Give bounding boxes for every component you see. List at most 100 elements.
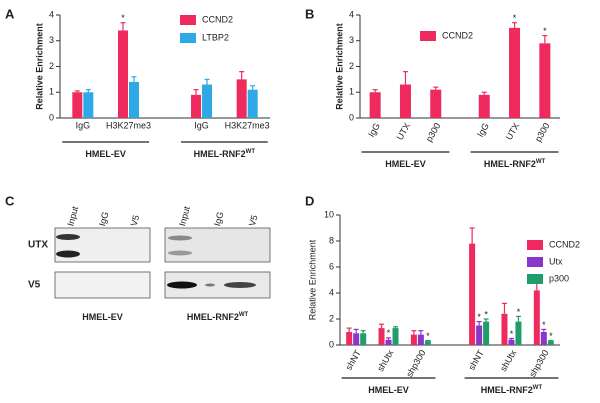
x-tick-label: shp300 [527, 348, 550, 379]
bar [83, 92, 94, 118]
y-tick-label: 8 [329, 235, 334, 245]
x-tick-label: shNT [466, 348, 486, 372]
group-sup: WT [536, 159, 546, 165]
y-tick-label: 2 [329, 313, 334, 323]
x-tick-label: UTX [504, 121, 522, 142]
y-tick-label: 1 [349, 87, 354, 97]
blot-frame [54, 271, 151, 299]
bar [353, 333, 360, 345]
group-label: HMEL-EV [385, 159, 426, 169]
lane-label: V5 [247, 214, 260, 227]
y-tick-label: 4 [349, 9, 354, 19]
band [224, 282, 256, 288]
significance-mark: * [510, 329, 514, 339]
legend-label: p300 [549, 273, 569, 283]
bar [202, 84, 213, 118]
bar [378, 328, 385, 345]
y-axis-label: Relative Enrichment [307, 239, 317, 320]
x-tick-label: IgG [76, 120, 91, 130]
group-sup: WT [239, 312, 249, 318]
y-tick-label: 3 [49, 35, 54, 45]
bar [476, 325, 483, 345]
x-tick-label: shp300 [404, 348, 427, 379]
x-tick-label: IgG [475, 121, 491, 139]
y-tick-label: 0 [49, 112, 54, 122]
bar [369, 92, 381, 118]
bar [236, 79, 247, 118]
significance-mark: * [513, 13, 517, 23]
x-tick-label: IgG [194, 120, 209, 130]
bar [508, 339, 515, 345]
bar [117, 30, 128, 119]
bar [385, 339, 392, 345]
x-tick-label: p300 [533, 121, 552, 143]
significance-mark: * [484, 309, 488, 319]
bar [547, 341, 554, 345]
y-tick-label: 2 [349, 61, 354, 71]
bar [360, 333, 367, 345]
bar [392, 328, 399, 345]
significance-mark: * [426, 331, 430, 341]
group-name: HMEL-RNF2 [194, 149, 246, 159]
bar [247, 89, 258, 118]
bar [72, 92, 83, 118]
group-sup: WT [533, 385, 543, 391]
panel-letter: B [305, 6, 314, 21]
y-tick-label: 2 [49, 61, 54, 71]
x-tick-label: IgG [366, 121, 382, 139]
bar [128, 81, 139, 118]
y-tick-label: 1 [49, 87, 54, 97]
y-tick-label: 6 [329, 261, 334, 271]
x-tick-label: p300 [424, 121, 443, 143]
x-tick-label: H3K27me3 [106, 120, 151, 130]
bar [509, 27, 521, 118]
band [205, 283, 215, 287]
lane-label: Input [177, 205, 192, 227]
group-name: HMEL-EV [368, 385, 409, 395]
legend-swatch [180, 15, 196, 25]
row-label: UTX [28, 240, 48, 251]
legend-swatch [420, 31, 436, 41]
y-tick-label: 0 [329, 339, 334, 349]
group-label: HMEL-RNF2WT [484, 159, 546, 170]
group-name: HMEL-RNF2 [484, 159, 536, 169]
y-axis-label: Relative Enrichment [34, 23, 44, 110]
lane-label: IgG [97, 211, 110, 228]
x-tick-label: shUtx [375, 348, 395, 373]
bar [483, 321, 490, 345]
legend-label: Utx [549, 256, 563, 266]
x-tick-label: shUtx [498, 348, 518, 373]
bar [399, 84, 411, 118]
legend-label: CCND2 [442, 30, 473, 40]
legend-label: LTBP2 [202, 32, 229, 42]
bar [501, 313, 508, 345]
bar [469, 243, 476, 345]
group-sup: WT [246, 149, 256, 155]
legend-swatch [180, 33, 196, 43]
bar [478, 94, 490, 118]
group-label: HMEL-RNF2WT [481, 385, 543, 396]
group-label: HMEL-RNF2WT [187, 312, 249, 323]
group-label: HMEL-RNF2WT [194, 149, 256, 160]
y-tick-label: 3 [349, 35, 354, 45]
bar [346, 332, 353, 345]
legend-swatch [527, 257, 543, 267]
lane-label: V5 [129, 214, 142, 227]
group-name: HMEL-RNF2 [187, 312, 239, 322]
group-name: HMEL-EV [85, 149, 126, 159]
bar [410, 334, 417, 345]
legend-label: CCND2 [549, 239, 580, 249]
band [56, 250, 80, 258]
band [56, 234, 80, 240]
band [168, 250, 192, 256]
group-name: HMEL-RNF2 [481, 385, 533, 395]
bar [424, 341, 431, 345]
panel-letter: A [5, 6, 15, 21]
significance-mark: * [387, 328, 391, 338]
band [168, 235, 192, 241]
significance-mark: * [517, 307, 521, 317]
y-axis-label: Relative Enrichment [334, 23, 344, 110]
group-label: HMEL-EV [368, 385, 409, 395]
significance-mark: * [542, 320, 546, 330]
